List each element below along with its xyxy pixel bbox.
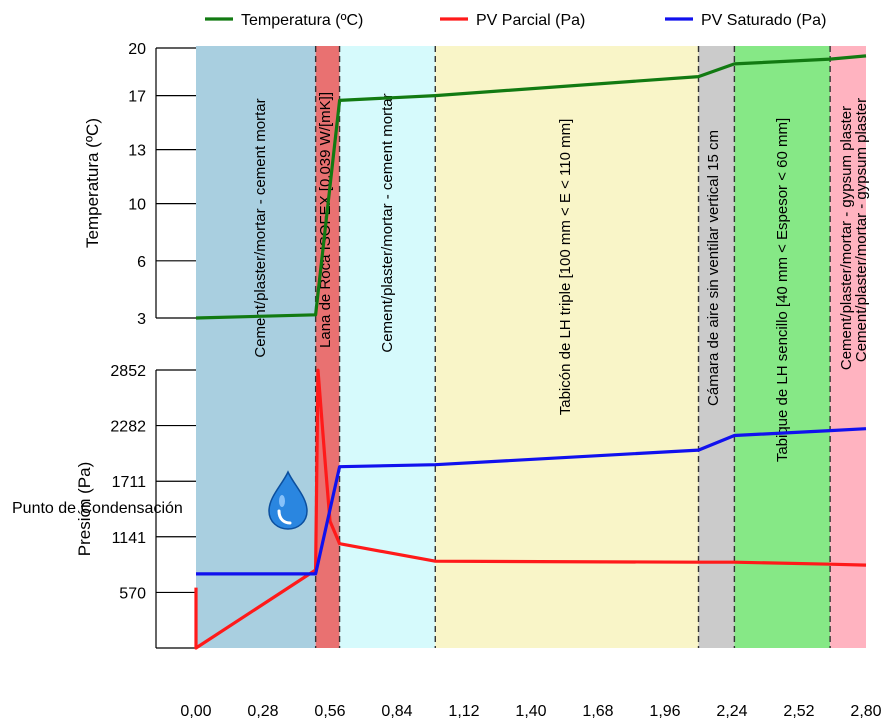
layer-label: Cement/plaster/mortar - cement mortar — [252, 98, 269, 357]
x-tick-label: 1,96 — [649, 703, 680, 720]
x-tick-label: 2,80 — [850, 703, 881, 720]
layer-band — [734, 46, 831, 648]
condensation-label: Punto de Condensación — [12, 500, 183, 517]
layer-band — [435, 46, 699, 648]
y-tick-label: 2852 — [110, 363, 146, 380]
layer-bands — [196, 46, 866, 648]
x-tick-label: 2,24 — [716, 703, 747, 720]
y-tick-label: 1141 — [112, 530, 147, 547]
series-line-pv-saturado — [196, 427, 867, 576]
y-tick-label: 20 — [128, 41, 146, 58]
layer-dividers — [314, 46, 831, 648]
condensation-marker: Punto de Condensación — [12, 470, 308, 530]
water-drop-icon — [268, 470, 308, 530]
x-tick-label: 0,28 — [247, 703, 278, 720]
x-tick-label: 0,00 — [180, 703, 211, 720]
legend-label: PV Saturado (Pa) — [701, 12, 826, 29]
layer-labels: Cement/plaster/mortar - cement mortar Lan… — [252, 92, 870, 462]
x-tick-label: 0,56 — [314, 703, 345, 720]
y-tick-label: 1711 — [112, 474, 147, 491]
legend-label: Temperatura (ºC) — [241, 12, 363, 29]
layer-label: Cement/plaster/mortar - gypsum plaster — [838, 106, 855, 370]
layer-label: Cámara de aire sin ventilar vertical 15 … — [705, 130, 722, 406]
y-tick-label: 17 — [128, 89, 146, 106]
series-line-pv-parcial — [194, 368, 867, 650]
y-tick-label: 2282 — [110, 419, 146, 436]
y-axis-title-pressure: Presión (Pa) — [75, 462, 94, 556]
layer-band — [698, 46, 735, 648]
x-tick-label: 1,40 — [515, 703, 546, 720]
layer-label: Tabique de LH sencillo [40 mm < Espesor … — [774, 118, 791, 462]
axes: 20 17 13 10 6 3 2852 2282 1711 1141 570 Temperatura… — [75, 41, 882, 720]
x-tick-label: 1,68 — [582, 703, 613, 720]
y-tick-label: 6 — [137, 254, 146, 271]
y-tick-label: 570 — [119, 585, 146, 602]
x-tick-label: 2,52 — [783, 703, 814, 720]
x-tick-label: 0,84 — [381, 703, 412, 720]
legend: Temperatura (ºC) PV Parcial (Pa) PV Satura… — [205, 12, 826, 29]
layer-label: Cement/plaster/mortar - cement mortar — [379, 93, 396, 352]
layer-band — [830, 46, 866, 648]
x-tick-label: 1,12 — [448, 703, 479, 720]
layer-band — [196, 46, 316, 648]
y-axis-title-temperature: Temperatura (ºC) — [83, 118, 102, 248]
series-lines — [194, 54, 867, 650]
layer-label: Cement/plaster/mortar - gypsum plaster — [853, 98, 870, 362]
y-tick-label: 10 — [128, 197, 146, 214]
y-tick-label: 13 — [128, 143, 146, 160]
series-line-temperatura — [195, 54, 867, 320]
legend-label: PV Parcial (Pa) — [476, 12, 585, 29]
layer-label: Tabicón de LH triple [100 mm < E < 110 m… — [557, 119, 574, 416]
y-tick-label: 3 — [137, 311, 146, 328]
